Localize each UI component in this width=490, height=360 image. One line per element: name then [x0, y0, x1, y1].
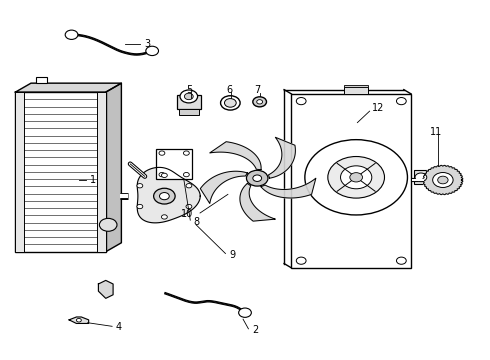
Circle shape: [154, 188, 175, 204]
Polygon shape: [240, 184, 275, 221]
Bar: [36, 77, 47, 83]
Text: 4: 4: [116, 322, 122, 332]
Circle shape: [257, 100, 263, 104]
Polygon shape: [210, 142, 261, 170]
Text: 3: 3: [144, 40, 150, 49]
Circle shape: [186, 204, 192, 209]
Circle shape: [341, 166, 372, 189]
Circle shape: [239, 308, 251, 318]
Bar: [15, 92, 24, 252]
Bar: [414, 170, 428, 184]
Circle shape: [159, 172, 165, 177]
Polygon shape: [15, 83, 122, 92]
Polygon shape: [106, 83, 122, 252]
Circle shape: [137, 184, 143, 188]
Text: 12: 12: [372, 103, 385, 113]
Polygon shape: [269, 137, 295, 178]
Circle shape: [159, 193, 169, 200]
Polygon shape: [98, 280, 113, 298]
Circle shape: [296, 98, 306, 105]
Polygon shape: [200, 171, 247, 203]
Text: 8: 8: [193, 217, 199, 227]
Bar: [344, 85, 368, 87]
Circle shape: [76, 319, 81, 322]
Text: 11: 11: [430, 127, 442, 136]
Text: 5: 5: [186, 85, 193, 95]
Circle shape: [184, 93, 193, 100]
Circle shape: [65, 30, 78, 40]
Bar: [97, 92, 106, 252]
Text: 2: 2: [252, 325, 258, 335]
Circle shape: [253, 175, 262, 181]
Circle shape: [137, 204, 143, 209]
Circle shape: [224, 99, 236, 107]
Bar: [176, 95, 201, 109]
Polygon shape: [423, 165, 463, 195]
Text: 9: 9: [229, 249, 235, 260]
Text: 1: 1: [90, 175, 96, 185]
Circle shape: [220, 96, 240, 110]
Circle shape: [350, 173, 363, 182]
Bar: [179, 109, 198, 115]
Circle shape: [396, 257, 406, 264]
Bar: [156, 149, 193, 179]
Circle shape: [180, 90, 197, 103]
Circle shape: [296, 257, 306, 264]
Text: 6: 6: [226, 85, 232, 95]
Circle shape: [146, 46, 159, 55]
Text: 10: 10: [180, 209, 193, 219]
Circle shape: [99, 219, 117, 231]
Circle shape: [161, 173, 167, 177]
Circle shape: [328, 157, 385, 198]
Circle shape: [183, 172, 189, 177]
Circle shape: [415, 173, 427, 181]
Circle shape: [183, 151, 189, 155]
Circle shape: [159, 151, 165, 155]
Bar: [15, 92, 106, 252]
Circle shape: [305, 140, 408, 215]
Polygon shape: [137, 167, 200, 223]
Text: 7: 7: [255, 85, 261, 95]
Bar: [344, 87, 368, 94]
Bar: [292, 94, 411, 268]
Polygon shape: [69, 317, 89, 323]
Circle shape: [433, 172, 453, 188]
Circle shape: [438, 176, 448, 184]
Circle shape: [186, 184, 192, 188]
Circle shape: [253, 97, 267, 107]
Polygon shape: [261, 178, 316, 198]
Circle shape: [161, 215, 167, 219]
Circle shape: [246, 170, 268, 186]
Circle shape: [396, 98, 406, 105]
